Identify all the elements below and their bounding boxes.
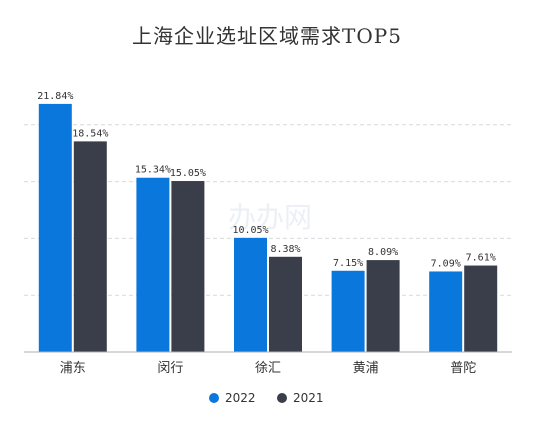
bar-labels: 21.84% 18.54% 15.34%15.05% 10.05%8.38% 7.15%…: [37, 91, 496, 270]
bar-2021-闵行: [171, 181, 205, 352]
watermark: 办办网: [227, 201, 312, 234]
bar-value-label: 15.05%: [170, 168, 206, 179]
bar-value-label: 18.54%: [72, 128, 108, 139]
legend-marker-2021: [277, 393, 287, 403]
bar-2021-黄浦: [366, 260, 400, 352]
bar-value-label: 10.05%: [232, 225, 268, 236]
legend-label-2021: 2021: [293, 391, 324, 405]
bar-value-label: 21.84%: [37, 91, 73, 102]
category-label: 普陀: [450, 360, 476, 376]
bars: [38, 103, 498, 352]
bar-2022-黄浦: [331, 270, 365, 352]
bar-2021-徐汇: [269, 256, 302, 352]
legend-marker-2022: [209, 393, 219, 403]
bar-2022-徐汇: [234, 237, 267, 352]
bar-value-label: 7.15%: [333, 258, 363, 269]
category-label: 浦东: [60, 361, 86, 376]
bar-value-label: 8.38%: [270, 244, 300, 255]
category-label: 徐汇: [255, 361, 281, 376]
bar-2021-普陀: [464, 265, 498, 352]
category-labels: 浦东 闵行 徐汇 黄浦 普陀: [60, 360, 476, 376]
bar-2022-闵行: [136, 177, 170, 352]
bar-2022-浦东: [38, 103, 72, 352]
bar-value-label: 7.09%: [431, 258, 461, 269]
bar-value-label: 15.34%: [135, 165, 171, 176]
chart-title: 上海企业选址区域需求TOP5: [132, 24, 402, 48]
bar-2021-浦东: [73, 141, 107, 352]
bar-value-label: 8.09%: [368, 247, 398, 258]
category-label: 黄浦: [353, 361, 379, 376]
category-label: 闵行: [157, 361, 183, 376]
bar-value-label: 7.61%: [466, 253, 496, 264]
legend: 2022 2021: [209, 391, 324, 405]
bar-2022-普陀: [429, 271, 463, 352]
legend-label-2022: 2022: [225, 391, 256, 405]
